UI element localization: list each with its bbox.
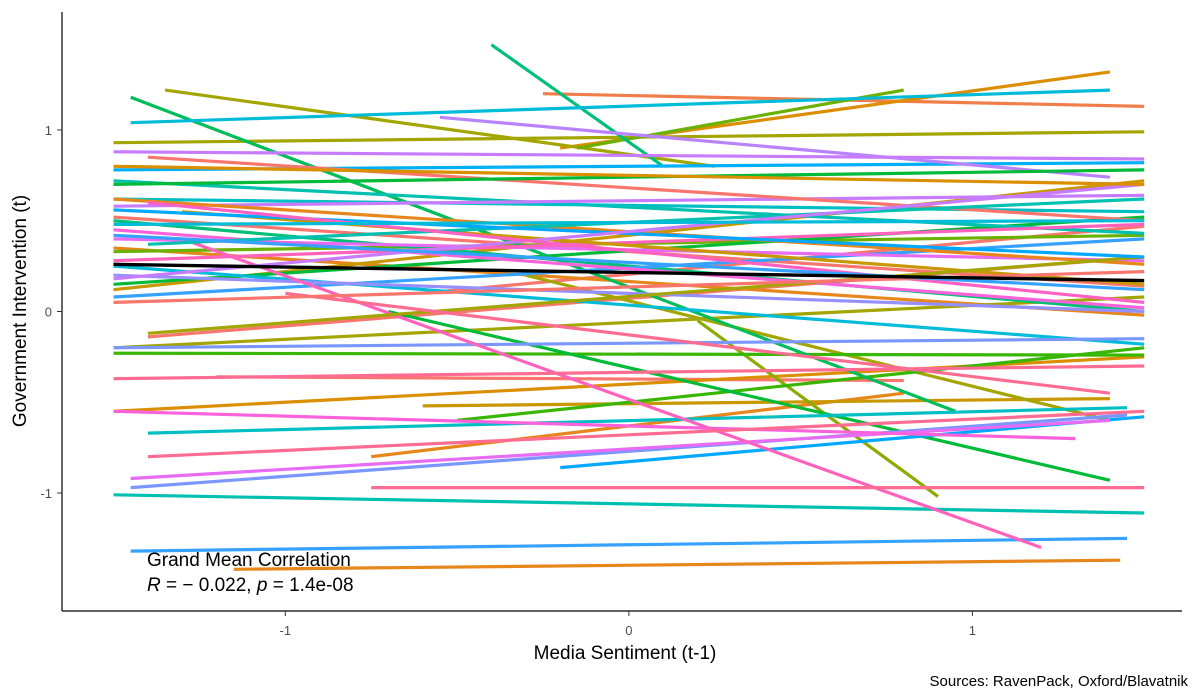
series-line-40	[439, 115, 1111, 179]
series-line-32	[113, 264, 1145, 346]
x-tick-label: -1	[280, 623, 292, 638]
annotation-r-value: = − 0.022,	[161, 575, 257, 596]
series-line-35	[130, 536, 1128, 553]
series-line-59	[113, 182, 1145, 281]
series-line-39	[113, 273, 1145, 314]
annotation-line2: R = − 0.022, p = 1.4e-08	[147, 575, 354, 596]
series-line-38	[113, 337, 1145, 350]
x-tick-label: 1	[969, 623, 976, 638]
series-line-65	[113, 233, 1145, 292]
annotation-r-label: R	[147, 575, 161, 596]
series-line-21	[113, 351, 1145, 357]
series-line-52	[147, 155, 1145, 223]
series-line-47	[181, 237, 1042, 550]
series-layer	[113, 43, 1145, 571]
series-line-13	[113, 130, 1145, 145]
series-line-51	[113, 364, 1145, 381]
series-line-14	[164, 88, 716, 168]
series-line-56	[113, 168, 1145, 186]
series-line-27	[113, 493, 1145, 515]
x-axis-title: Media Sentiment (t-1)	[534, 643, 717, 664]
source-caption: Sources: RavenPack, Oxford/Blavatnik	[930, 673, 1189, 690]
series-line-17	[696, 319, 940, 498]
series-line-29	[147, 406, 1128, 435]
series-line-61	[285, 291, 1111, 395]
series-line-49	[147, 409, 1145, 459]
series-line-37	[130, 413, 1128, 490]
y-axis-title: Government Intervention (t)	[10, 195, 31, 427]
grand-mean-line	[113, 262, 1145, 283]
series-line-25	[490, 43, 665, 168]
y-axis-ticks: -1 0 1	[40, 123, 62, 501]
x-axis-ticks: -1 0 1	[280, 611, 976, 638]
series-line-28	[113, 179, 1145, 235]
series-line-60	[147, 201, 1145, 304]
series-line-12	[422, 397, 1110, 408]
series-line-44	[130, 418, 1110, 481]
x-tick-label: 0	[625, 623, 632, 638]
series-line-22	[388, 309, 1111, 482]
series-line-46	[113, 409, 1076, 441]
series-line-48	[113, 222, 1145, 263]
series-line-16	[525, 273, 1111, 422]
series-line-55	[147, 255, 1145, 335]
series-line-20	[456, 346, 1145, 422]
grand-mean-layer	[113, 262, 1145, 283]
annotation-line1: Grand Mean Correlation	[147, 550, 351, 571]
y-tick-label: -1	[40, 486, 52, 501]
annotation-p-value: = 1.4e-08	[267, 575, 353, 596]
series-line-6	[233, 558, 1121, 571]
y-tick-label: 0	[45, 305, 52, 320]
series-line-31	[130, 88, 1110, 125]
annotation-p-label: p	[256, 575, 268, 596]
series-line-42	[113, 193, 1145, 208]
series-line-63	[113, 219, 1145, 226]
series-line-64	[113, 164, 1145, 186]
y-tick-label: 1	[45, 123, 52, 138]
series-line-41	[113, 150, 1145, 161]
